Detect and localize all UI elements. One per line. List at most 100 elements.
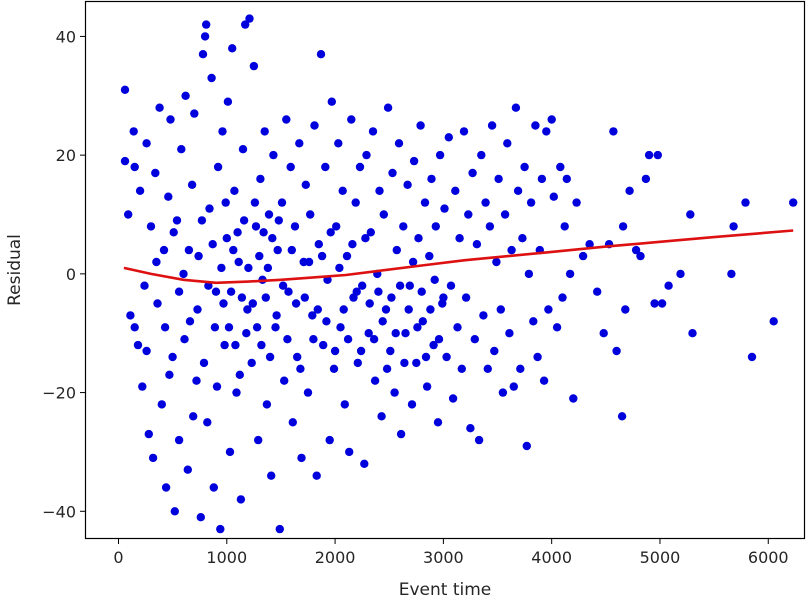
scatter-point <box>334 139 343 148</box>
scatter-point <box>403 180 412 189</box>
scatter-point <box>183 465 192 474</box>
scatter-point <box>414 234 423 243</box>
scatter-point <box>232 388 241 397</box>
scatter-point <box>509 382 518 391</box>
axis-ticks: 0 1000 2000 3000 4000 5000 6000 −40 −20 0 20 40 <box>42 27 788 567</box>
scatter-point <box>529 317 538 326</box>
scatter-point <box>251 222 261 231</box>
scatter-point <box>547 115 556 124</box>
scatter-point <box>321 162 330 172</box>
scatter-point <box>455 234 464 243</box>
scatter-point <box>241 20 250 29</box>
scatter-point <box>386 346 395 356</box>
scatter-point <box>138 382 147 391</box>
scatter-point <box>159 245 169 255</box>
scatter-point <box>387 293 396 302</box>
scatter-point <box>312 471 321 480</box>
x-tick-label: 0 <box>113 548 123 567</box>
scatter-point <box>378 317 387 326</box>
scatter-point <box>199 358 209 368</box>
scatter-point <box>641 174 651 184</box>
scatter-point <box>507 245 516 255</box>
scatter-point <box>237 293 247 302</box>
scatter-point <box>129 127 138 136</box>
scatter-point <box>382 364 392 373</box>
scatter-point <box>160 323 170 332</box>
scatter-point <box>126 311 135 320</box>
scatter-point <box>325 435 334 445</box>
scatter-point <box>263 263 273 273</box>
x-tick-label: 1000 <box>206 548 247 567</box>
scatter-point <box>338 186 347 195</box>
scatter-point <box>297 453 306 463</box>
scatter-point <box>391 329 400 338</box>
scatter-point <box>288 418 297 427</box>
scatter-point <box>621 305 630 314</box>
scatter-point <box>170 507 179 516</box>
scatter-point <box>120 156 130 166</box>
scatter-point <box>235 370 244 379</box>
scatter-point <box>169 228 178 237</box>
scatter-point <box>374 287 383 296</box>
scatter-point <box>228 44 237 53</box>
scatter-point <box>130 162 139 172</box>
scatter-point <box>153 299 162 308</box>
scatter-point <box>210 323 220 332</box>
scatter-point <box>560 222 569 231</box>
scatter-point <box>254 435 263 445</box>
scatter-point <box>230 186 239 195</box>
scatter-point <box>381 305 391 314</box>
scatter-point <box>208 240 217 249</box>
scatter-point <box>496 305 505 314</box>
scatter-point <box>250 198 260 207</box>
scatter-point <box>418 317 427 326</box>
scatter-point <box>322 317 331 326</box>
scatter-point <box>422 382 432 391</box>
scatter-point <box>435 150 445 160</box>
scatter-point <box>309 335 318 344</box>
scatter-point <box>549 192 558 201</box>
scatter-point <box>181 91 190 101</box>
scatter-point <box>264 210 274 219</box>
trend-line <box>123 229 794 285</box>
scatter-point <box>379 210 388 219</box>
scatter-point <box>383 103 393 112</box>
scatter-point <box>466 424 475 433</box>
scatter-point <box>203 418 212 427</box>
scatter-point <box>404 305 413 314</box>
scatter-point <box>412 358 421 368</box>
scatter-point <box>269 150 278 160</box>
scatter-point <box>345 447 354 457</box>
scatter-point <box>329 364 339 373</box>
scatter-point <box>238 145 248 154</box>
scatter-point <box>218 127 227 136</box>
scatter-point <box>394 139 404 148</box>
scatter-point <box>197 216 207 225</box>
scatter-point <box>653 150 662 160</box>
scatter-point <box>262 400 272 409</box>
scatter-point <box>483 364 492 373</box>
scatter-point <box>155 103 164 112</box>
scatter-point <box>464 210 473 219</box>
scatter-point <box>308 311 317 320</box>
scatter-point <box>408 257 418 267</box>
scatter-point <box>636 251 645 261</box>
scatter-point <box>225 447 235 457</box>
scatter-point <box>425 251 434 261</box>
scatter-point <box>332 222 341 231</box>
scatter-point <box>194 251 203 261</box>
scatter-point <box>257 340 266 350</box>
y-tick-label: 20 <box>56 146 76 165</box>
scatter-point <box>429 340 438 350</box>
scatter-point <box>130 323 139 332</box>
scatter-point <box>168 352 177 362</box>
scatter-point <box>256 174 265 184</box>
scatter-point <box>166 115 175 124</box>
scatter-point <box>446 281 456 290</box>
scatter-point <box>242 329 251 338</box>
scatter-point <box>427 174 436 184</box>
scatter-point <box>277 198 287 207</box>
scatter-point <box>243 305 252 314</box>
scatter-point <box>457 364 466 373</box>
scatter-point <box>498 388 508 397</box>
